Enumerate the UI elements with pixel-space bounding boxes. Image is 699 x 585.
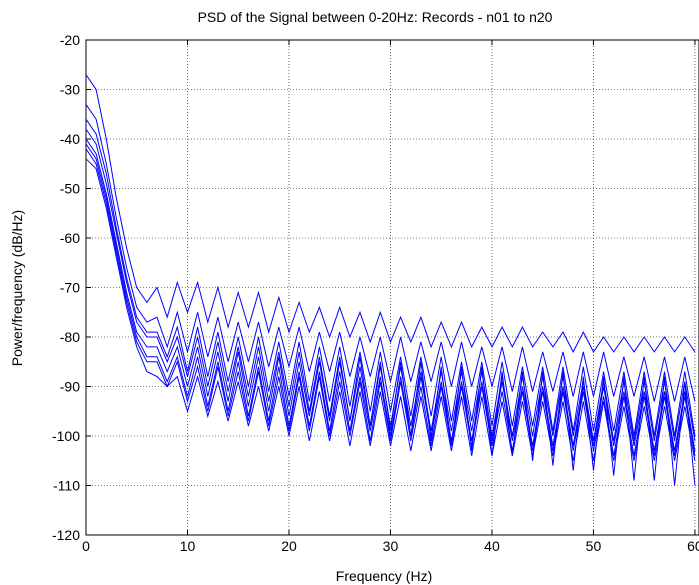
y-tick-label: -120 (52, 527, 80, 543)
y-tick-label: -80 (60, 329, 80, 345)
psd-series-line-7 (85, 148, 696, 456)
x-tick-label: 20 (281, 538, 297, 554)
y-tick-label: -70 (60, 280, 80, 296)
psd-series-line-4 (85, 128, 696, 486)
y-tick-label: -50 (60, 181, 80, 197)
x-tick-label: 10 (180, 538, 196, 554)
psd-series-line-1 (85, 74, 696, 353)
psd-series-line-5 (85, 138, 696, 441)
x-tick-label: 0 (82, 538, 90, 554)
x-tick-label: 30 (383, 538, 399, 554)
y-tick-label: -20 (60, 32, 80, 48)
x-axis-label: Frequency (Hz) (336, 568, 432, 584)
x-tick-label: 50 (586, 538, 602, 554)
x-tick-label: 60 (687, 538, 699, 554)
y-tick-label: -100 (52, 428, 80, 444)
y-tick-label: -110 (53, 478, 80, 494)
series-group (85, 74, 696, 486)
psd-series-line-8 (85, 158, 696, 461)
y-tick-label: -30 (60, 82, 80, 98)
psd-series-line-3 (85, 118, 696, 437)
y-tick-label: -40 (60, 131, 80, 147)
psd-series-line-2 (85, 104, 696, 402)
y-tick-label: -60 (60, 230, 80, 246)
chart-title: PSD of the Signal between 0-20Hz: Record… (198, 9, 553, 25)
x-tick-label: 40 (484, 538, 500, 554)
ticks: 0 10 20 30 40 50 60 -120 -110 -100 -90 -80 -70 -60 -50… (52, 32, 699, 554)
y-axis-label: Power/frequency (dB/Hz) (9, 210, 25, 366)
psd-series-line-6 (85, 143, 696, 451)
y-tick-label: -90 (60, 379, 80, 395)
